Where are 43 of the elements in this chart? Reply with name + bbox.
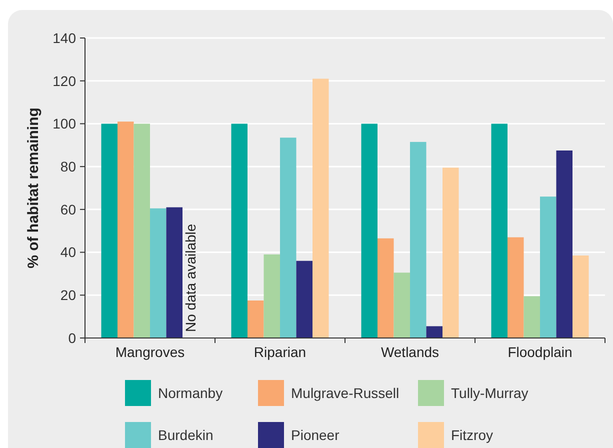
bar: [508, 237, 524, 338]
y-tick-label: 20: [60, 287, 76, 304]
bar: [150, 208, 166, 338]
y-tick-label: 40: [60, 244, 76, 260]
bar: [442, 168, 459, 338]
bar: [166, 207, 182, 338]
x-tick-label: Wetlands: [380, 344, 440, 360]
bar: [426, 326, 442, 338]
legend-label: Fitzroy: [451, 426, 493, 443]
bar: [264, 254, 280, 338]
bar: [280, 138, 296, 338]
bar: [118, 122, 134, 338]
y-tick-label: 120: [52, 72, 76, 89]
legend-label: Pioneer: [291, 426, 340, 443]
legend-label: Tully-Murray: [451, 384, 528, 401]
bar: [134, 124, 150, 338]
bar: [556, 150, 572, 338]
y-tick-label: 80: [60, 158, 76, 174]
legend-label: Normanby: [158, 384, 223, 401]
annotation: No data available: [182, 224, 199, 332]
bar: [361, 124, 378, 338]
bar: [231, 124, 248, 338]
bar: [248, 300, 264, 338]
bar: [101, 124, 118, 338]
bar: [312, 78, 329, 338]
y-tick-label: 140: [52, 30, 76, 46]
bar: [540, 196, 556, 338]
bar: [296, 260, 312, 338]
y-tick-label: 100: [52, 116, 76, 132]
x-tick-label: Riparian: [254, 344, 306, 360]
bar: [410, 142, 426, 338]
x-tick-label: Mangroves: [115, 344, 185, 360]
y-axis-title: % of habitat remaining: [25, 108, 42, 268]
bar: [572, 256, 589, 338]
y-tick-label: 60: [60, 201, 76, 218]
bar: [394, 272, 410, 338]
legend-label: Mulgrave-Russell: [291, 384, 400, 401]
bar: [378, 238, 394, 338]
bar: [491, 124, 508, 338]
x-tick-label: Floodplain: [508, 344, 572, 360]
legend-label: Burdekin: [158, 426, 214, 443]
y-tick-label: 0: [68, 330, 76, 346]
bar: [524, 296, 540, 338]
